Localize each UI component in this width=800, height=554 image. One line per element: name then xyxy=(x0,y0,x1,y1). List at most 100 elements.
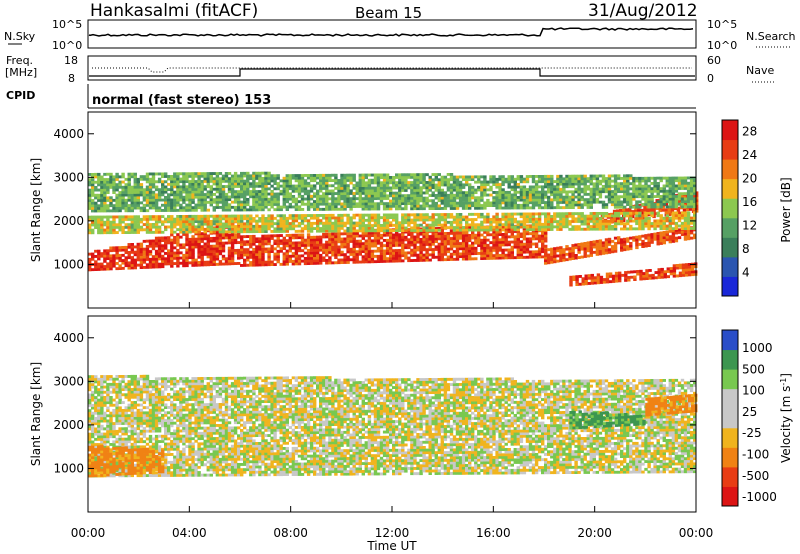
power-cell-1 xyxy=(410,248,414,252)
power-cell-5 xyxy=(413,207,417,211)
power-cell-2 xyxy=(665,230,669,234)
power-cell-5 xyxy=(267,192,271,196)
power-cell-5 xyxy=(331,189,335,193)
power-cell-5 xyxy=(349,202,353,206)
power-cell-1 xyxy=(501,225,505,229)
power-cell-5 xyxy=(489,177,493,181)
power-cell-0 xyxy=(157,244,162,248)
power-cell-5 xyxy=(97,178,101,181)
power-cell-5 xyxy=(480,188,484,192)
power-cell-5 xyxy=(285,174,289,178)
power-cell-5 xyxy=(279,179,283,183)
power-cell-1 xyxy=(358,239,362,243)
power-cell-5 xyxy=(379,189,384,193)
power-cell-0 xyxy=(154,242,159,245)
power-cell-1 xyxy=(264,237,268,241)
power-cell-5 xyxy=(689,194,694,198)
power-cell-5 xyxy=(243,171,247,175)
power-cell-1 xyxy=(279,234,283,237)
power-cell-5 xyxy=(124,193,128,197)
power-cell-5 xyxy=(613,205,618,209)
power-cell-5 xyxy=(504,204,508,207)
power-cell-2 xyxy=(550,255,554,259)
power-cell-5 xyxy=(188,201,192,204)
power-cell-5 xyxy=(300,195,305,198)
power-cell-0 xyxy=(148,265,153,269)
power-cell-3 xyxy=(681,266,686,269)
power-cell-5 xyxy=(507,190,511,194)
power-cell-5 xyxy=(623,192,627,196)
power-cell-5 xyxy=(607,200,612,204)
power-cell-1 xyxy=(395,259,399,263)
power-cell-0 xyxy=(176,241,180,244)
power-cell-6 xyxy=(337,221,341,225)
power-cell-6 xyxy=(279,216,283,220)
power-cell-1 xyxy=(516,250,520,254)
power-cell-5 xyxy=(483,178,487,181)
power-cell-5 xyxy=(437,178,441,182)
power-cell-1 xyxy=(294,233,299,237)
power-cell-0 xyxy=(206,260,210,264)
power-cell-5 xyxy=(528,206,533,210)
power-cell-1 xyxy=(328,261,332,265)
power-cell-0 xyxy=(154,249,159,253)
power-cell-1 xyxy=(471,246,475,250)
power-cell-5 xyxy=(434,188,438,192)
power-cell-5 xyxy=(437,199,441,203)
power-cell-6 xyxy=(88,228,92,232)
power-cell-1 xyxy=(434,234,438,238)
power-cell-5 xyxy=(434,207,438,210)
power-cell-6 xyxy=(282,222,286,225)
power-cell-5 xyxy=(118,209,122,213)
power-cell-5 xyxy=(306,202,311,206)
power-cell-5 xyxy=(452,175,457,179)
power-cell-1 xyxy=(267,252,271,256)
power-cell-5 xyxy=(595,198,600,201)
power-cell-6 xyxy=(182,215,186,218)
power-cell-5 xyxy=(641,203,645,206)
power-cell-1 xyxy=(449,239,454,243)
power-cell-1 xyxy=(407,227,411,231)
power-cell-2 xyxy=(650,238,654,242)
power-cell-1 xyxy=(507,251,511,254)
power-cell-0 xyxy=(197,253,201,257)
power-cell-5 xyxy=(531,180,536,184)
power-cell-5 xyxy=(203,174,207,178)
power-cell-5 xyxy=(468,206,472,210)
power-cell-5 xyxy=(313,208,317,211)
power-cell-2 xyxy=(647,241,651,245)
power-cell-1 xyxy=(531,232,536,235)
power-cell-5 xyxy=(151,183,156,186)
power-cell-1 xyxy=(537,252,542,256)
power-cell-5 xyxy=(455,201,460,205)
power-cell-3 xyxy=(624,276,628,280)
power-cell-1 xyxy=(461,249,466,253)
power-cell-5 xyxy=(413,183,417,187)
power-cell-5 xyxy=(571,177,575,181)
power-cell-0 xyxy=(94,260,98,264)
power-cell-6 xyxy=(94,220,98,224)
power-cell-0 xyxy=(218,241,223,245)
power-cell-1 xyxy=(319,240,323,244)
power-cell-0 xyxy=(212,239,216,243)
power-cell-6 xyxy=(331,224,335,228)
power-cell-5 xyxy=(294,174,299,177)
power-cell-5 xyxy=(212,200,216,204)
power-cell-0 xyxy=(215,257,220,261)
power-cell-5 xyxy=(218,192,223,196)
power-cell-3 xyxy=(581,282,585,286)
power-cell-6 xyxy=(173,225,177,229)
power-cell-1 xyxy=(468,257,472,261)
power-cell-5 xyxy=(370,173,375,177)
power-cell-1 xyxy=(379,254,384,258)
power-cell-1 xyxy=(404,254,408,257)
power-cell-6 xyxy=(154,223,159,226)
power-cell-4 xyxy=(646,213,650,217)
power-cell-5 xyxy=(352,186,356,190)
power-cell-0 xyxy=(167,241,171,245)
power-cell-0 xyxy=(145,255,150,259)
power-cell-5 xyxy=(264,205,268,209)
power-cell-3 xyxy=(639,275,643,278)
power-cell-5 xyxy=(465,183,469,187)
power-cell-1 xyxy=(319,253,323,257)
